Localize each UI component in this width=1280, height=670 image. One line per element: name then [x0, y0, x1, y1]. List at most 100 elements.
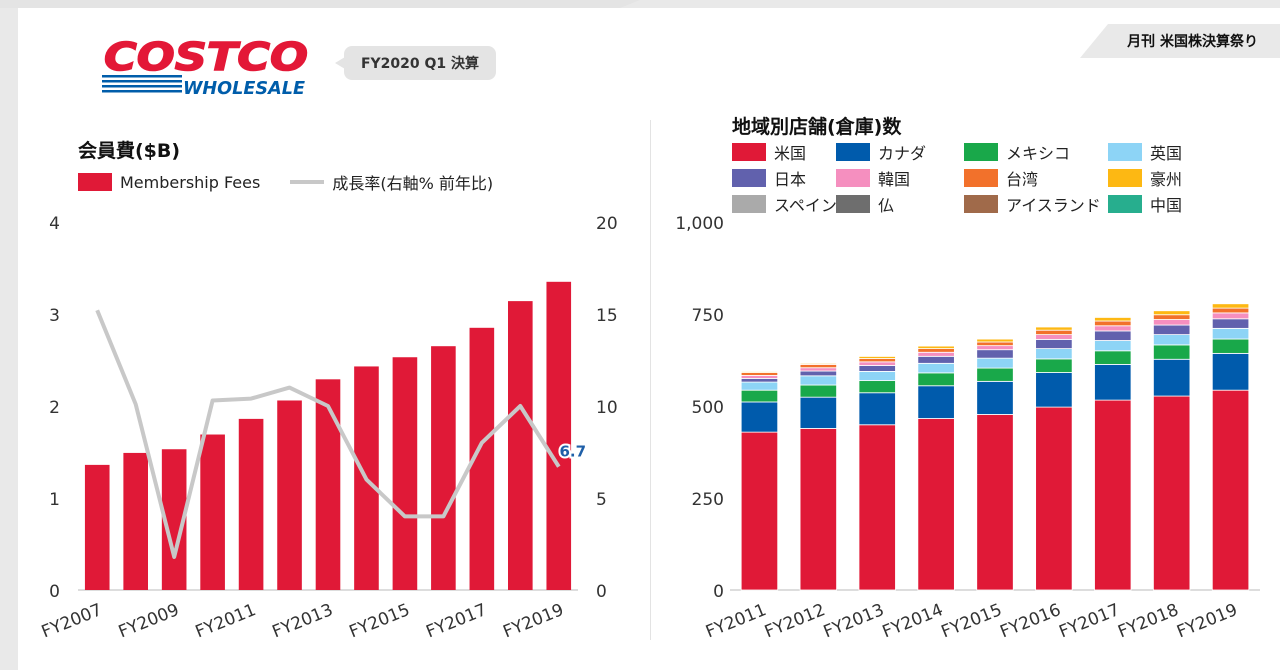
legend-swatch	[964, 195, 998, 213]
stores-legend: 米国 カナダ メキシコ 英国日本 韓国 台湾 豪州スペイン 仏 アイスランド 中国	[732, 140, 1272, 220]
stacked-bar-segment	[1211, 338, 1250, 354]
stores-x-tick-label: FY2014	[880, 600, 946, 642]
stacked-bar-segment	[1035, 325, 1073, 328]
stacked-bar-segment	[1211, 389, 1250, 591]
stacked-bar-segment	[1211, 327, 1250, 340]
stacked-bar-segment	[1094, 364, 1132, 401]
costco-logo: COSTCO WHOLESALE	[102, 36, 309, 98]
legend-swatch	[1108, 143, 1142, 161]
right-axis-tick-label: 5	[596, 490, 607, 510]
stacked-bar-segment	[1035, 406, 1073, 591]
stacked-bar-segment	[1094, 325, 1132, 332]
legend-item: 日本	[732, 166, 806, 190]
legend-item: 米国	[732, 140, 806, 164]
stacked-bar-segment	[1153, 319, 1191, 326]
membership-fee-bar	[238, 418, 264, 590]
stores-axis-tick-label: 1,000	[675, 214, 724, 234]
legend-label-membership: Membership Fees	[120, 172, 261, 192]
right-axis-tick-label: 10	[596, 398, 618, 418]
membership-fee-bar	[392, 357, 418, 590]
stacked-bar-segment	[917, 351, 955, 357]
legend-label: 豪州	[1150, 170, 1183, 189]
stacked-bar-segment	[740, 372, 779, 376]
left-axis-tick-label: 2	[49, 398, 60, 418]
legend-item: 豪州	[1108, 166, 1182, 190]
stacked-bar-segment	[1211, 303, 1250, 309]
stores-x-tick-label: FY2016	[997, 600, 1063, 642]
stacked-bar-segment	[1211, 307, 1250, 314]
stores-x-tick-label: FY2017	[1056, 600, 1122, 642]
legend-item: アイスランド	[964, 192, 1101, 216]
stacked-bar-segment	[1035, 334, 1073, 340]
stores-axis-tick-label: 0	[713, 582, 724, 602]
legend-item: 仏	[836, 192, 894, 216]
legend-label: 米国	[774, 144, 807, 163]
stacked-bar-segment	[1153, 358, 1191, 397]
membership-fee-bar	[123, 452, 148, 590]
stacked-bar-segment	[976, 349, 1014, 359]
legend-label: 中国	[1150, 196, 1183, 215]
stacked-bar-segment	[858, 424, 896, 591]
stacked-bar-segment	[1211, 318, 1250, 329]
stacked-bar-segment	[799, 367, 837, 372]
stores-x-tick-label: FY2018	[1115, 600, 1181, 642]
stacked-bar-segment	[1153, 344, 1191, 360]
right-axis-tick-label: 15	[596, 306, 618, 326]
legend-label: 仏	[878, 196, 895, 215]
stacked-bar-segment	[1153, 324, 1191, 336]
growth-annotation-label: 6.7	[559, 443, 586, 461]
quarter-tag: FY2020 Q1 決算	[335, 46, 496, 80]
stacked-bar-segment	[1153, 310, 1191, 316]
stacked-bar-segment	[1035, 358, 1073, 373]
legend-swatch	[836, 195, 870, 213]
legend-item: 英国	[1108, 140, 1182, 164]
stacked-bar-segment	[1211, 312, 1250, 320]
stacked-bar-segment	[799, 384, 837, 398]
stacked-bar-segment	[976, 357, 1014, 369]
stacked-bar-segment	[976, 345, 1014, 351]
legend-swatch	[1108, 169, 1142, 187]
stacked-bar-segment	[1035, 348, 1073, 360]
legend-label: アイスランド	[1006, 196, 1101, 215]
stacked-bar-segment	[917, 362, 955, 374]
legend-label: 韓国	[878, 170, 911, 189]
legend-label: スペイン	[774, 196, 837, 215]
legend-label-growth: 成長率(右軸% 前年比)	[332, 174, 494, 193]
stacked-bar-segment	[740, 389, 779, 403]
stacked-bar-segment	[1094, 340, 1132, 352]
right-axis-tick-label: 20	[596, 214, 618, 234]
stacked-bar-segment	[740, 377, 779, 383]
stacked-bar-segment	[976, 414, 1014, 591]
membership-fee-bar	[84, 464, 110, 590]
stores-x-tick-label: FY2019	[1174, 600, 1240, 642]
stacked-bar-segment	[976, 338, 1014, 343]
stacked-bar-segment	[799, 428, 837, 591]
legend-item: メキシコ	[964, 140, 1070, 164]
stacked-bar-segment	[858, 392, 896, 426]
stores-x-tick-label: FY2012	[762, 600, 828, 642]
legend-swatch	[836, 143, 870, 161]
stacked-bar-segment	[1153, 334, 1191, 346]
stacked-bar-segment	[858, 380, 896, 394]
legend-swatch	[732, 169, 766, 187]
legend-item: 台湾	[964, 166, 1038, 190]
chart-divider	[650, 120, 651, 640]
left-axis-tick-label: 3	[49, 306, 60, 326]
stacked-bar-segment	[740, 375, 779, 379]
stacked-bar-segment	[976, 341, 1014, 347]
stacked-bar-segment	[858, 371, 896, 382]
stacked-bar-segment	[799, 375, 837, 386]
legend-item: 中国	[1108, 192, 1182, 216]
stacked-bar-segment	[1094, 316, 1132, 322]
stacked-bar-segment	[1035, 372, 1073, 408]
left-axis-tick-label: 0	[49, 582, 60, 602]
stores-x-tick-label: FY2011	[703, 600, 769, 642]
stacked-bar-segment	[1211, 352, 1250, 391]
stacked-bar-segment	[917, 344, 955, 347]
legend-label: カナダ	[878, 144, 927, 163]
stacked-bar-segment	[799, 370, 837, 377]
stores-axis-tick-label: 250	[692, 490, 724, 510]
stacked-bar-segment	[976, 367, 1014, 382]
